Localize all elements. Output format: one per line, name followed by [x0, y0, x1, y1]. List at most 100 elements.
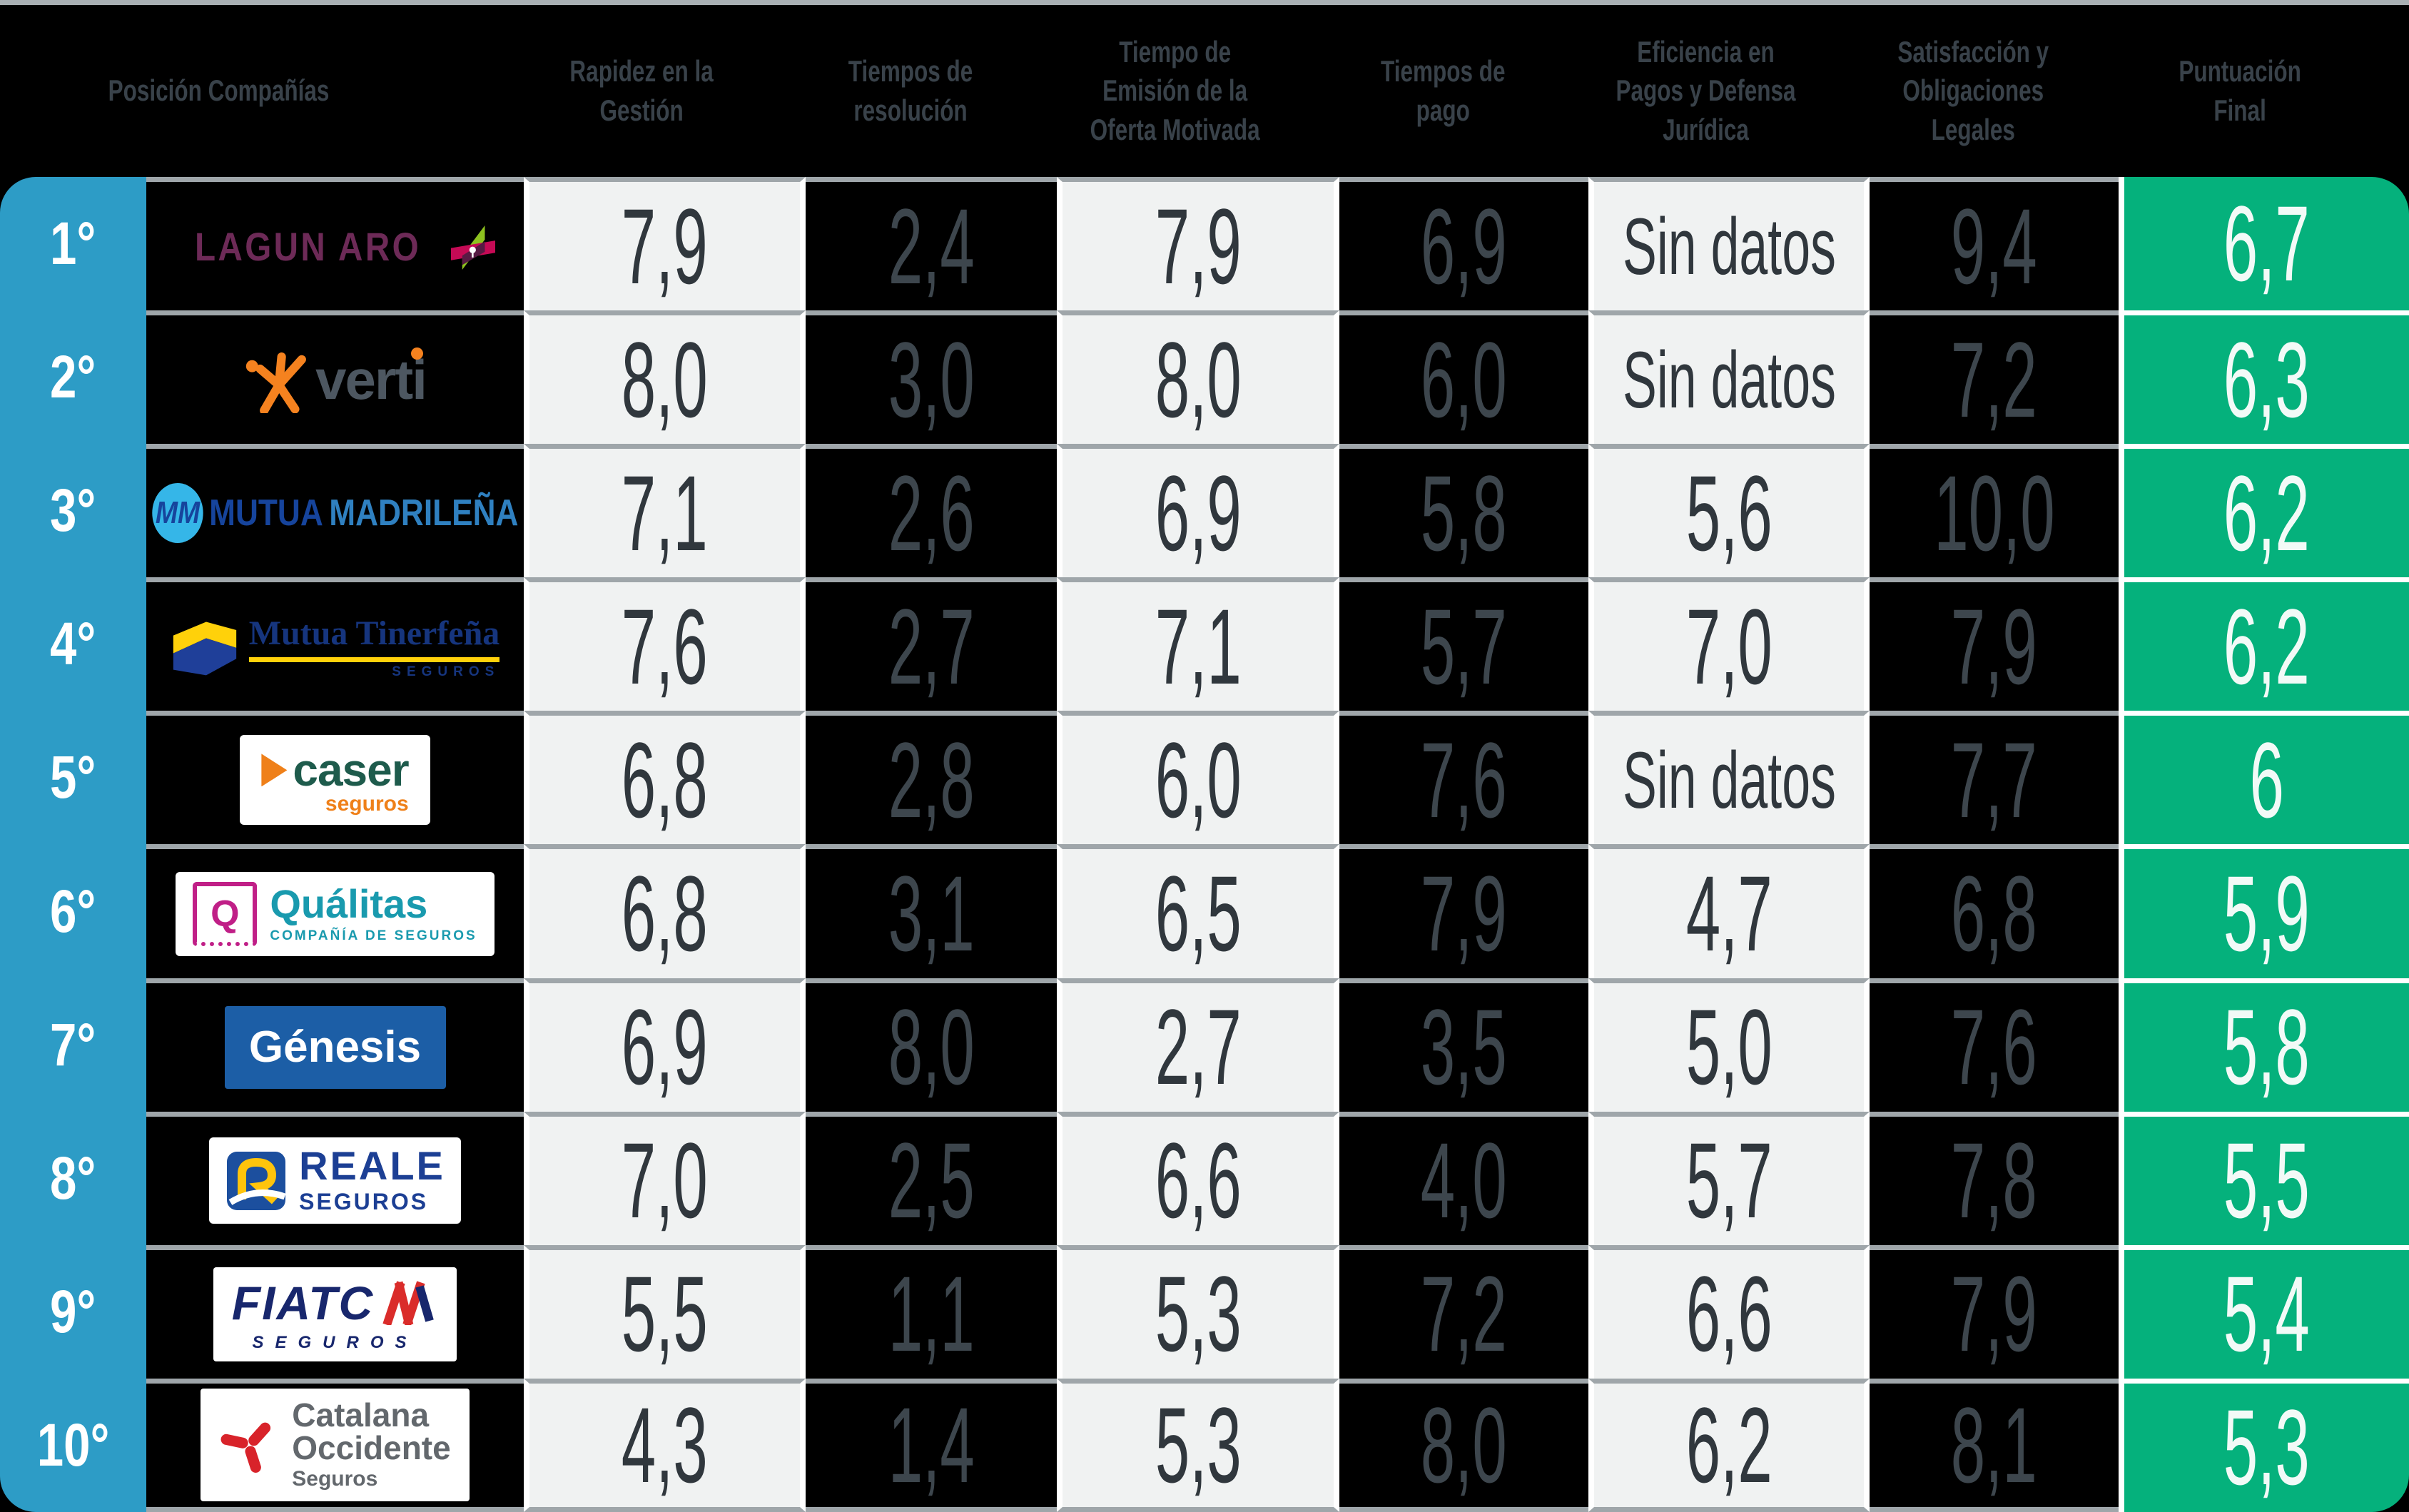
score-value: 5,3 [1155, 1384, 1242, 1505]
no-data-label: Sin datos [1622, 735, 1836, 825]
company-logo-cell: FIATC SEGUROS [146, 1244, 524, 1379]
score-value: 8,0 [622, 319, 708, 440]
score-cell-emision-oferta-motivada: 8,0 [1057, 310, 1339, 445]
score-cell-satisfaccion-obligaciones: 7,6 [1870, 978, 2119, 1112]
score-cell-tiempos-pago: 6,0 [1339, 310, 1588, 445]
score-cell-satisfaccion-obligaciones: 7,8 [1870, 1111, 2119, 1245]
final-score-value: 6,3 [2223, 319, 2310, 440]
score-cell-eficiencia-pagos-defensa: Sin datos [1588, 711, 1870, 845]
score-value: 4,7 [1685, 853, 1772, 974]
final-score-cell: 6,3 [2119, 310, 2409, 445]
score-value: 1,4 [888, 1384, 975, 1505]
rank-cell: 10° [0, 1378, 146, 1512]
company-logo-cell: Génesis [146, 978, 524, 1112]
score-value: 7,1 [1155, 586, 1242, 706]
header-label: Tiempos de resolución [848, 54, 973, 127]
company-logo-cell: caser seguros [146, 711, 524, 845]
score-value: 1,1 [888, 1254, 975, 1374]
score-cell-eficiencia-pagos-defensa: Sin datos [1588, 310, 1870, 445]
score-value: 8,0 [888, 987, 975, 1107]
score-value: 7,9 [1155, 186, 1242, 306]
score-value: 7,1 [622, 452, 708, 573]
score-cell-eficiencia-pagos-defensa: 7,0 [1588, 577, 1870, 711]
score-cell-emision-oferta-motivada: 2,7 [1057, 978, 1339, 1112]
rank-label: 1° [50, 210, 96, 278]
score-value: 10,0 [1933, 452, 2055, 573]
score-cell-tiempos-resolucion: 1,1 [806, 1244, 1057, 1379]
score-value: 5,7 [1421, 586, 1507, 706]
header-label: Tiempos de pago [1381, 54, 1506, 127]
catalana-wordmark-line2: Occidente [292, 1429, 451, 1467]
rank-label: 3° [50, 477, 96, 544]
score-cell-satisfaccion-obligaciones: 10,0 [1870, 444, 2119, 578]
score-cell-eficiencia-pagos-defensa: 5,7 [1588, 1111, 1870, 1245]
score-cell-tiempos-resolucion: 3,0 [806, 310, 1057, 445]
rank-label: 8° [50, 1144, 96, 1212]
score-cell-eficiencia-pagos-defensa: 6,6 [1588, 1244, 1870, 1379]
catalana-star-icon [220, 1423, 271, 1473]
score-value: 2,6 [888, 452, 975, 573]
final-score-value: 5,9 [2223, 853, 2310, 974]
score-cell-tiempos-pago: 5,8 [1339, 444, 1588, 578]
score-value: 7,9 [1421, 853, 1507, 974]
score-value: 8,0 [1155, 319, 1242, 440]
qualitas-sub: COMPAÑÍA DE SEGUROS [270, 928, 477, 943]
header-emision-oferta-motivada: Tiempo de Emisión de la Oferta Motivada [1057, 0, 1339, 177]
score-value: 7,2 [1951, 319, 2037, 440]
header-puntuacion-final: Puntuación Final [2119, 0, 2409, 177]
genesis-logo: Génesis [224, 1005, 446, 1089]
score-value: 7,9 [1951, 586, 2037, 706]
score-cell-tiempos-pago: 7,2 [1339, 1244, 1588, 1379]
mutua-madrilena-wordmark-light: MADRILEÑA [328, 492, 519, 534]
score-value: 7,9 [1951, 1254, 2037, 1374]
rank-cell: 6° [0, 844, 146, 978]
caser-wordmark: caser [293, 744, 409, 796]
mutua-tinerfena-sub: SEGUROS [392, 664, 500, 679]
score-cell-rapidez-gestion: 6,8 [524, 711, 806, 845]
score-value: 2,5 [888, 1120, 975, 1241]
genesis-wordmark: Génesis [248, 1023, 422, 1072]
score-cell-satisfaccion-obligaciones: 7,2 [1870, 310, 2119, 445]
company-logo-cell: LAGUN ARO [146, 177, 524, 311]
score-cell-rapidez-gestion: 7,1 [524, 444, 806, 578]
score-value: 6,8 [622, 853, 708, 974]
caser-sub: seguros [325, 792, 409, 816]
final-score-cell: 6,7 [2119, 177, 2409, 311]
header-label: Eficiencia en Pagos y Defensa Jurídica [1616, 34, 1796, 146]
company-logo-cell: Mutua Tinerfeña SEGUROS [146, 577, 524, 711]
score-value: 5,7 [1685, 1120, 1772, 1241]
fiatc-wordmark: FIATC [231, 1276, 375, 1329]
score-cell-tiempos-pago: 4,0 [1339, 1111, 1588, 1245]
verti-figure-icon [245, 352, 307, 414]
score-value: 5,8 [1421, 452, 1507, 573]
score-value: 6,0 [1155, 719, 1242, 840]
score-cell-rapidez-gestion: 7,0 [524, 1111, 806, 1245]
no-data-label: Sin datos [1622, 335, 1836, 425]
final-score-value: 6,2 [2223, 452, 2310, 573]
score-cell-tiempos-pago: 7,6 [1339, 711, 1588, 845]
score-cell-eficiencia-pagos-defensa: Sin datos [1588, 177, 1870, 311]
fiatc-mark-icon [382, 1281, 434, 1325]
header-eficiencia-pagos-defensa: Eficiencia en Pagos y Defensa Jurídica [1588, 0, 1870, 177]
verti-wordmark: verti [315, 347, 427, 411]
header-label: Satisfacción y Obligaciones Legales [1897, 34, 2049, 146]
score-cell-emision-oferta-motivada: 6,9 [1057, 444, 1339, 578]
fiatc-logo: FIATC SEGUROS [213, 1267, 457, 1361]
qualitas-q-icon: Q [193, 881, 258, 946]
score-value: 3,5 [1421, 987, 1507, 1107]
score-cell-satisfaccion-obligaciones: 9,4 [1870, 177, 2119, 311]
rank-label: 7° [50, 1010, 96, 1078]
rank-label: 9° [50, 1277, 96, 1345]
score-value: 4,0 [1421, 1120, 1507, 1241]
rank-label: 10° [36, 1411, 110, 1478]
score-value: 7,0 [622, 1120, 708, 1241]
reale-sub: SEGUROS [299, 1189, 429, 1215]
score-cell-emision-oferta-motivada: 7,9 [1057, 177, 1339, 311]
score-value: 6,9 [1155, 452, 1242, 573]
score-value: 7,0 [1685, 586, 1772, 706]
score-cell-satisfaccion-obligaciones: 7,9 [1870, 577, 2119, 711]
score-cell-eficiencia-pagos-defensa: 5,6 [1588, 444, 1870, 578]
header-tiempos-resolucion: Tiempos de resolución [806, 0, 1057, 177]
header-label: Rapidez en la Gestión [569, 54, 714, 127]
rank-cell: 9° [0, 1244, 146, 1379]
